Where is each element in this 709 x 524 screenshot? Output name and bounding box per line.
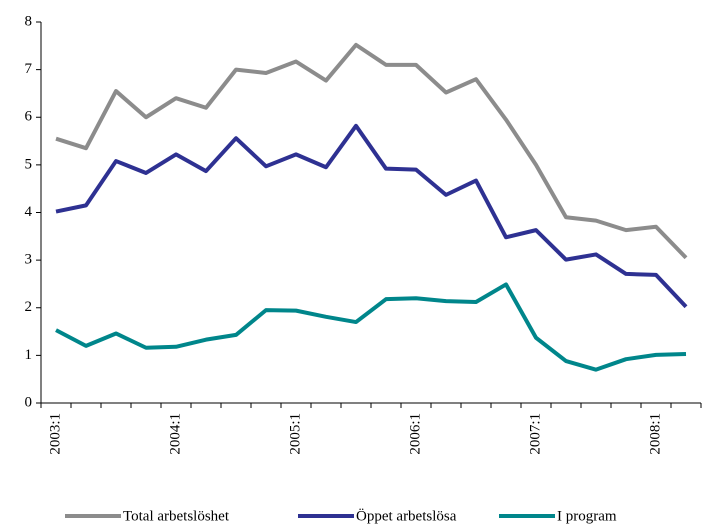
legend-label: Öppet arbetslösa (356, 507, 457, 524)
x-tick-label: 2007:1 (527, 413, 543, 455)
series-line (55, 123, 688, 309)
x-tick-label: 2003:1 (47, 413, 63, 455)
x-tick-label: 2008:1 (647, 413, 663, 455)
legend-label: Total arbetslöshet (123, 508, 230, 524)
y-tick-label: 7 (25, 61, 33, 77)
y-tick-label: 4 (25, 204, 33, 220)
y-tick-label: 3 (25, 252, 33, 268)
x-tick-label: 2005:1 (287, 413, 303, 455)
y-tick-label: 0 (25, 394, 33, 410)
y-tick-label: 1 (25, 347, 33, 363)
y-tick-label: 5 (25, 156, 33, 172)
x-tick-label: 2006:1 (407, 413, 423, 455)
y-tick-label: 6 (25, 109, 33, 125)
series-line (55, 282, 687, 372)
legend-label: I program (557, 508, 617, 524)
y-tick-label: 8 (25, 13, 33, 29)
series-line (55, 42, 688, 260)
y-tick-label: 2 (25, 299, 33, 315)
x-tick-label: 2004:1 (167, 413, 183, 455)
